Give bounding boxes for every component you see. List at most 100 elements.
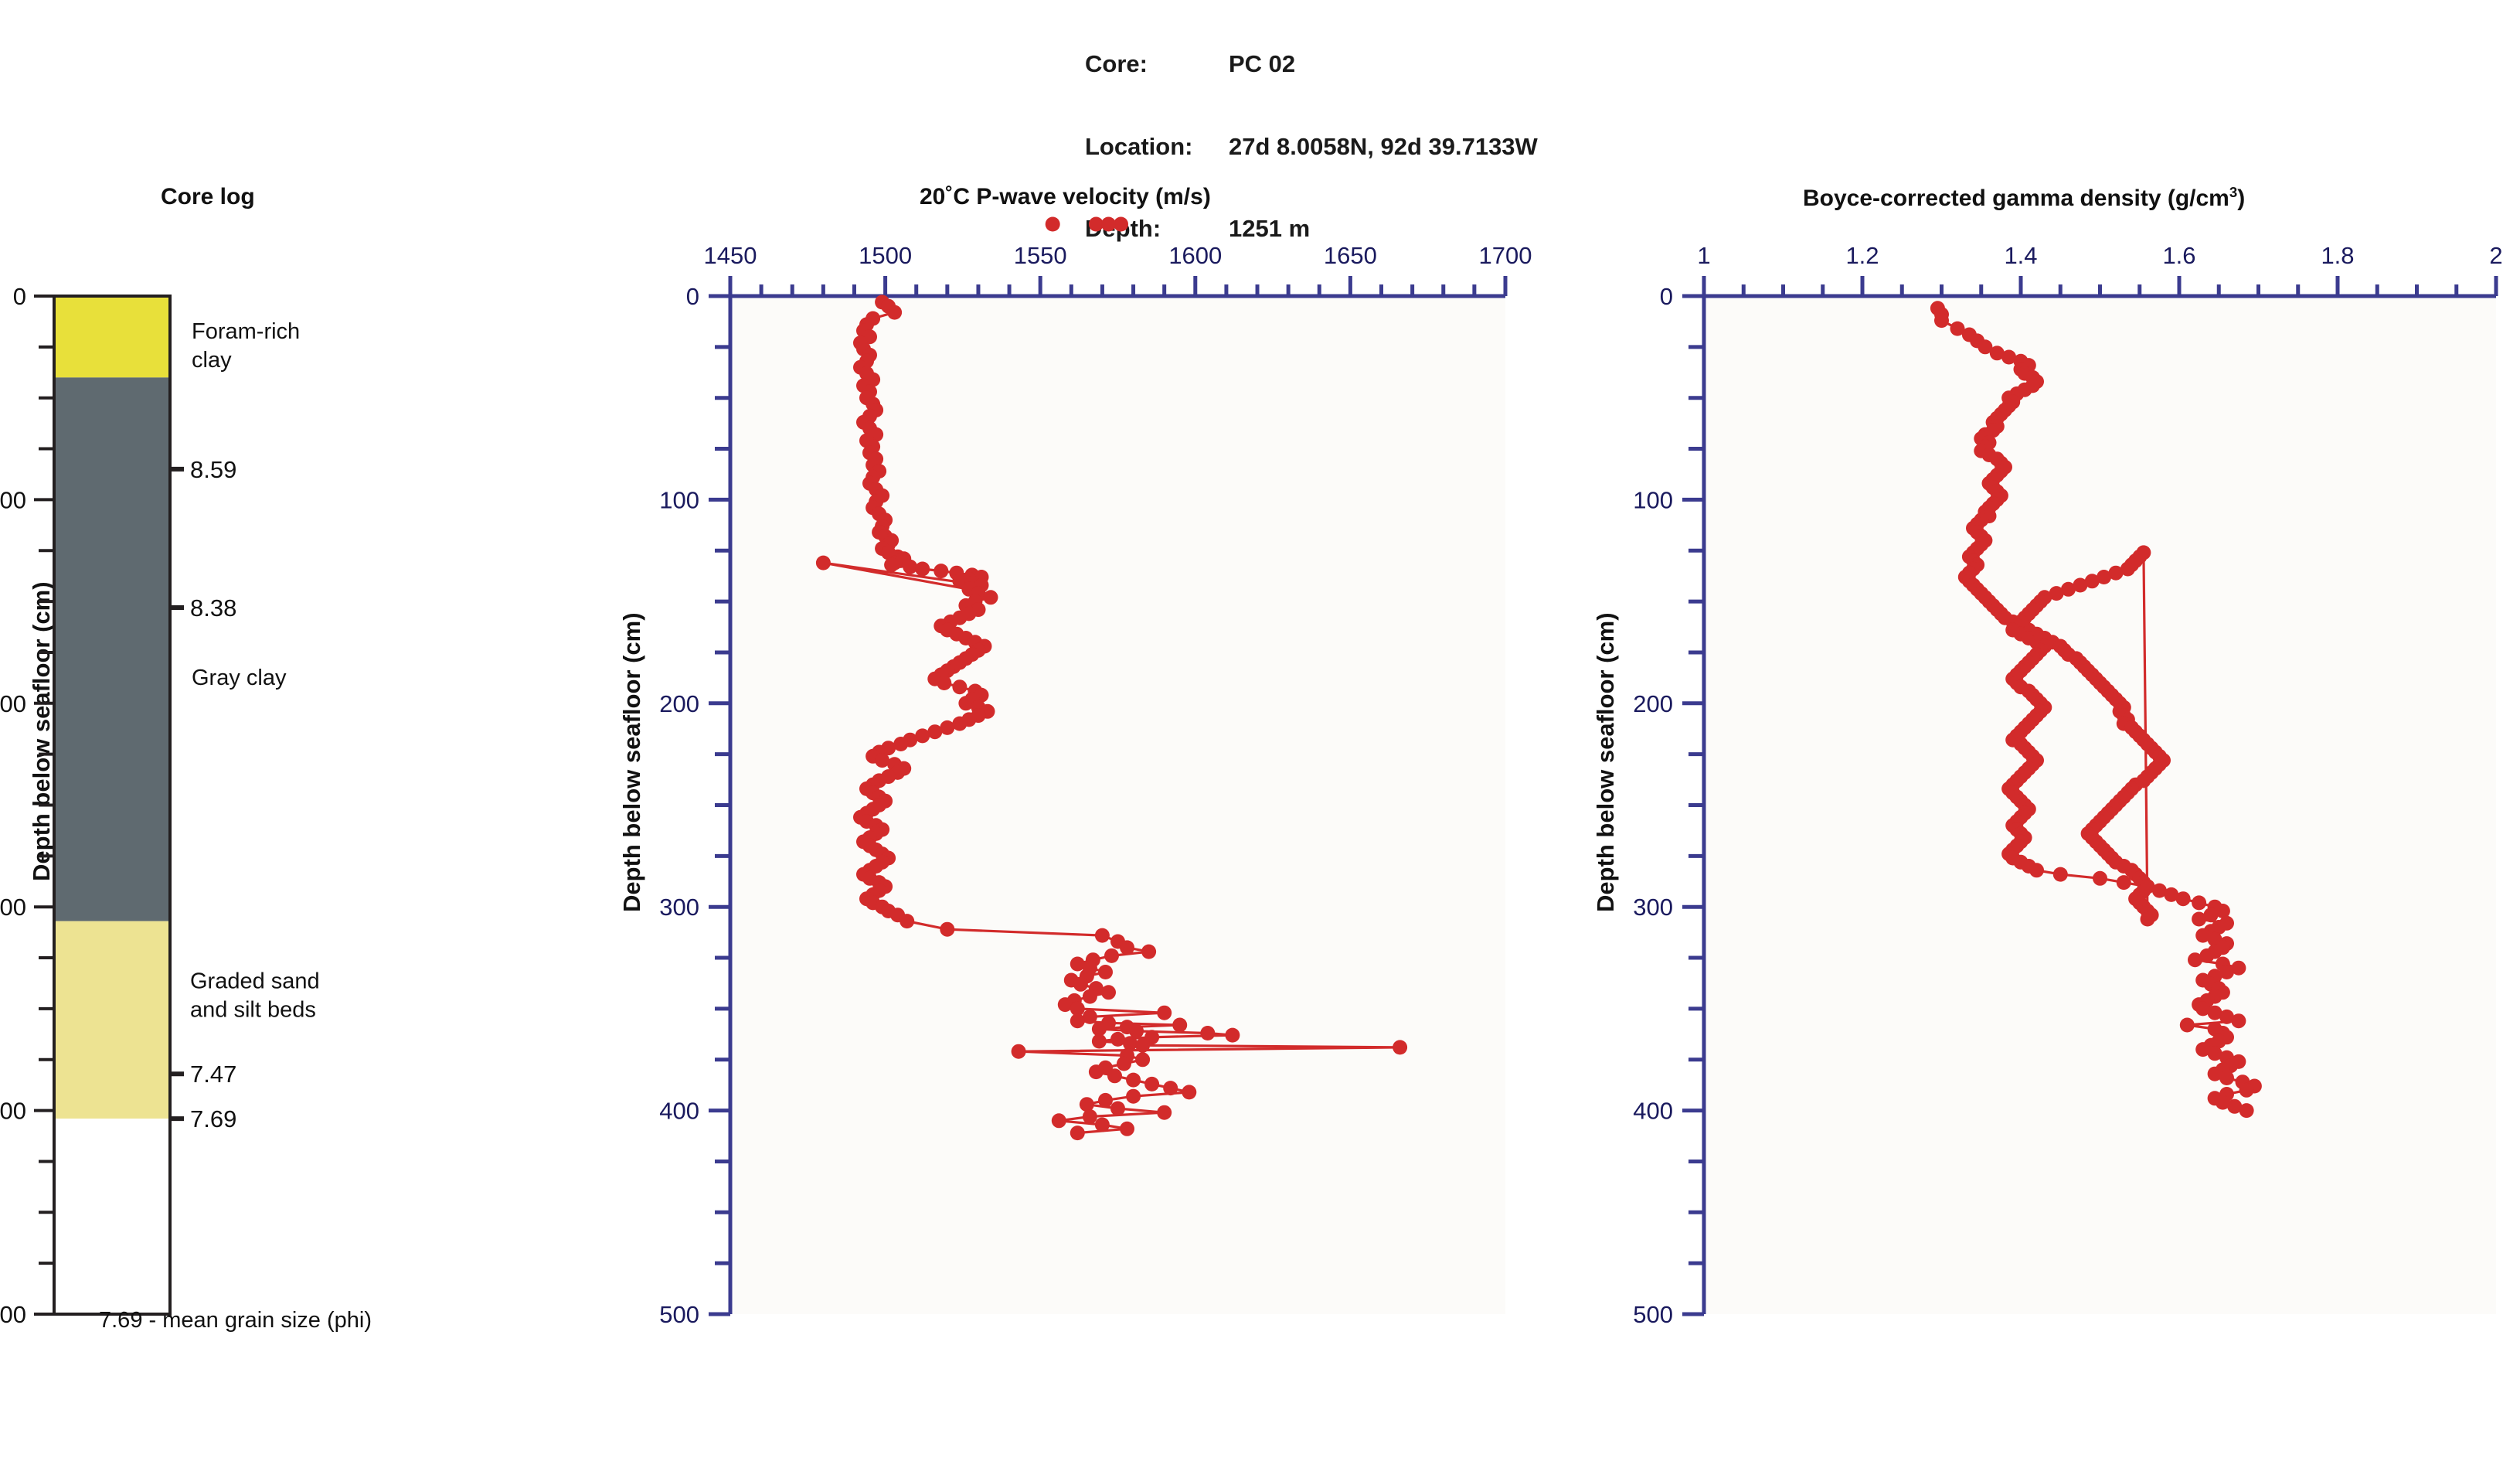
data-point <box>2073 577 2088 593</box>
data-point <box>1098 1092 1113 1108</box>
data-point <box>2188 952 2202 968</box>
data-point <box>2175 891 2191 907</box>
data-point <box>1082 1009 1097 1024</box>
depth-tick-label: 100 <box>0 486 26 513</box>
data-point <box>2093 870 2107 886</box>
data-point <box>2207 1005 2222 1020</box>
data-point <box>1101 985 1116 1000</box>
x-tick-label: 1700 <box>1479 242 1532 269</box>
data-point <box>1141 944 1157 959</box>
data-point <box>2207 1046 2222 1061</box>
data-point <box>2215 1095 2230 1110</box>
data-point <box>1182 1085 1197 1100</box>
data-point <box>1163 1081 1178 1096</box>
data-point <box>1079 1097 1094 1112</box>
data-point <box>1088 216 1104 232</box>
data-point <box>1073 976 1088 992</box>
data-point <box>893 737 909 751</box>
data-point <box>2052 867 2068 882</box>
data-point <box>2219 1009 2234 1024</box>
plot-background <box>730 296 1505 1314</box>
data-point <box>1129 1023 1144 1039</box>
data-point <box>884 557 900 573</box>
data-point <box>1110 1101 1125 1116</box>
gamma-title-base: Boyce-corrected gamma density (g/cm <box>1803 186 2229 211</box>
data-point <box>2084 574 2100 589</box>
data-point <box>1172 1017 1188 1033</box>
data-point <box>1104 948 1119 963</box>
core-log-title: Core log <box>161 184 255 209</box>
data-point <box>2227 1098 2243 1114</box>
data-point <box>1088 1064 1104 1080</box>
data-point <box>1101 216 1116 232</box>
depth-tick-label: 500 <box>0 1301 26 1328</box>
data-point <box>1094 1117 1110 1132</box>
data-point <box>915 561 930 577</box>
y-tick-label: 200 <box>659 690 699 717</box>
y-tick-label: 0 <box>1660 283 1673 310</box>
x-tick-label: 1.4 <box>2004 242 2037 269</box>
gamma-title-exponent: 3 <box>2229 184 2238 200</box>
data-point <box>927 724 943 740</box>
data-point <box>952 679 968 695</box>
lithology-unit <box>54 921 170 1119</box>
data-point <box>1144 1076 1160 1091</box>
data-point <box>2151 883 2167 898</box>
data-point <box>983 590 998 605</box>
y-tick-label: 500 <box>1633 1301 1673 1328</box>
lithology-unit <box>54 1119 170 1314</box>
data-point <box>1117 1056 1131 1071</box>
data-point <box>1114 216 1128 232</box>
data-point <box>2061 581 2076 597</box>
data-point <box>2231 1013 2246 1029</box>
y-tick-label: 0 <box>686 283 699 310</box>
data-point <box>952 716 968 731</box>
data-point <box>2179 1017 2195 1033</box>
data-point <box>2195 928 2211 943</box>
data-point <box>2192 895 2207 911</box>
data-point <box>915 728 930 744</box>
pwave-panel-title: 20˚C P-wave velocity (m/s) <box>920 184 1211 209</box>
data-point <box>1098 965 1113 979</box>
x-tick-label: 1.8 <box>2321 242 2354 269</box>
data-point <box>2029 863 2044 878</box>
data-point <box>2219 965 2234 979</box>
depth-tick-label: 0 <box>13 283 26 310</box>
meta-value-location: 27d 8.0058N, 92d 39.7133W <box>1229 132 1538 160</box>
data-point <box>1200 1026 1216 1040</box>
data-point <box>2219 1071 2234 1085</box>
lithology-label: and silt beds <box>190 997 316 1022</box>
x-tick-label: 1550 <box>1014 242 1067 269</box>
data-point <box>903 559 918 574</box>
grain-size-caption: 7.69 - mean grain size (phi) <box>99 1308 372 1333</box>
data-point <box>2120 561 2135 577</box>
data-point <box>887 305 903 320</box>
data-point <box>2215 904 2230 918</box>
data-point <box>1123 1036 1138 1051</box>
pwave-plot: 1450 1500 1550 1600 1650 1700 0 100 200 300 400 500 <box>659 216 1532 1328</box>
depth-tick-label: 300 <box>0 894 26 921</box>
lithology-unit <box>54 296 170 378</box>
data-point <box>934 564 949 579</box>
data-point <box>1135 1052 1151 1068</box>
y-tick-label: 400 <box>659 1098 699 1125</box>
data-point <box>2164 887 2179 902</box>
x-tick-label: 2 <box>2489 242 2502 269</box>
y-tick-label: 500 <box>659 1301 699 1328</box>
data-point <box>1989 346 2005 361</box>
y-tick-label: 300 <box>659 894 699 921</box>
x-tick-label: 1600 <box>1168 242 1222 269</box>
core-log-column: 0 100 200 300 400 500 8.59 8.38 7.47 7.69 Foram-ri… <box>0 283 320 1328</box>
meta-key-location: Location: <box>1085 132 1193 160</box>
data-point <box>815 555 831 570</box>
y-tick-label: 100 <box>1633 486 1673 513</box>
data-point <box>1120 940 1134 955</box>
data-point <box>2140 911 2155 927</box>
data-point <box>1091 1021 1107 1037</box>
data-point <box>1070 956 1085 972</box>
data-point <box>1110 1031 1125 1047</box>
data-point <box>1091 1034 1107 1049</box>
y-tick-label: 300 <box>1633 894 1673 921</box>
gamma-title-tail: ) <box>2237 186 2246 211</box>
data-point <box>1950 321 1965 336</box>
